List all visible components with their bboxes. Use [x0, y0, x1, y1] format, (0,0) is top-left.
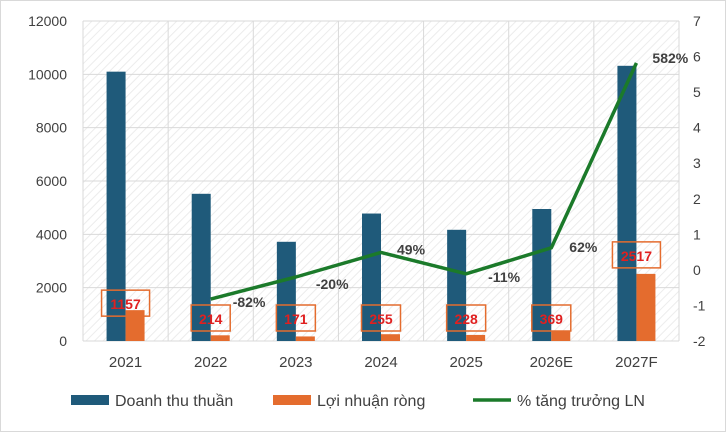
bar-loi-nhuan	[636, 273, 656, 341]
x-tick-label: 2022	[194, 354, 227, 371]
profit-data-label: 228	[454, 311, 478, 327]
profit-label-box	[275, 304, 317, 332]
profit-data-label: 171	[284, 311, 308, 327]
growth-line	[210, 62, 639, 301]
y-right-tick-label: -1	[693, 297, 706, 313]
growth-data-label: 582%	[652, 50, 688, 66]
x-tick-label: 2026E	[530, 354, 573, 371]
bar-doanh-thu	[532, 209, 552, 341]
y-right-tick-label: 5	[693, 84, 701, 100]
growth-data-label: -20%	[316, 276, 349, 292]
profit-data-label: 369	[540, 311, 564, 327]
y-left-tick-label: 0	[59, 333, 67, 349]
profit-label-box	[531, 304, 572, 332]
bar-loi-nhuan	[125, 310, 145, 341]
y-right-tick-label: 7	[693, 13, 701, 29]
bar-loi-nhuan	[381, 334, 400, 341]
legend-label: Doanh thu thuần	[115, 393, 233, 410]
profit-data-label: 2517	[621, 248, 652, 264]
y-left-tick-label: 12000	[28, 13, 67, 29]
x-tick-label: 2024	[364, 354, 397, 371]
growth-data-label: -11%	[488, 269, 520, 285]
profit-label-box	[611, 241, 662, 269]
profit-label-box	[360, 304, 402, 332]
y-right-tick-label: 1	[693, 226, 701, 242]
profit-data-label: 214	[199, 311, 223, 327]
y-right-tick-label: 0	[693, 262, 701, 278]
bar-doanh-thu	[362, 213, 381, 341]
legend-label: % tăng trưởng LN	[517, 393, 645, 410]
x-tick-label: 2023	[279, 354, 312, 371]
bar-loi-nhuan	[466, 334, 486, 341]
y-left-tick-label: 10000	[28, 66, 67, 82]
x-tick-label: 2027F	[615, 354, 658, 371]
legend-swatch	[273, 395, 311, 405]
y-left-tick-label: 6000	[36, 173, 67, 189]
legend-label: Lợi nhuận ròng	[317, 393, 425, 410]
x-tick-label: 2025	[449, 354, 482, 371]
profit-label-box	[445, 304, 487, 332]
y-left-tick-label: 8000	[36, 120, 67, 136]
growth-data-label: 49%	[397, 241, 426, 257]
y-left-tick-label: 2000	[36, 280, 67, 296]
bar-loi-nhuan	[295, 336, 315, 341]
bar-doanh-thu	[617, 65, 637, 342]
y-right-tick-label: 4	[693, 120, 701, 136]
profit-label-box	[190, 304, 231, 332]
x-tick-label: 2021	[109, 354, 142, 371]
y-right-tick-label: 3	[693, 155, 701, 171]
legend-swatch	[71, 395, 109, 405]
growth-data-label: 62%	[569, 239, 598, 255]
y-left-tick-label: 4000	[36, 226, 67, 242]
bar-loi-nhuan	[551, 331, 571, 341]
profit-label-box	[100, 289, 151, 317]
y-right-tick-label: -2	[693, 333, 706, 349]
profit-data-label: 255	[369, 311, 393, 327]
profit-data-label: 1157	[110, 296, 141, 312]
y-right-tick-label: 6	[693, 49, 701, 65]
y-right-tick-label: 2	[693, 191, 701, 207]
growth-data-label: -82%	[233, 294, 266, 310]
bar-doanh-thu	[276, 241, 296, 341]
bar-doanh-thu	[106, 71, 126, 342]
bar-doanh-thu	[191, 193, 211, 341]
bar-loi-nhuan	[210, 335, 230, 341]
bar-doanh-thu	[447, 229, 467, 341]
